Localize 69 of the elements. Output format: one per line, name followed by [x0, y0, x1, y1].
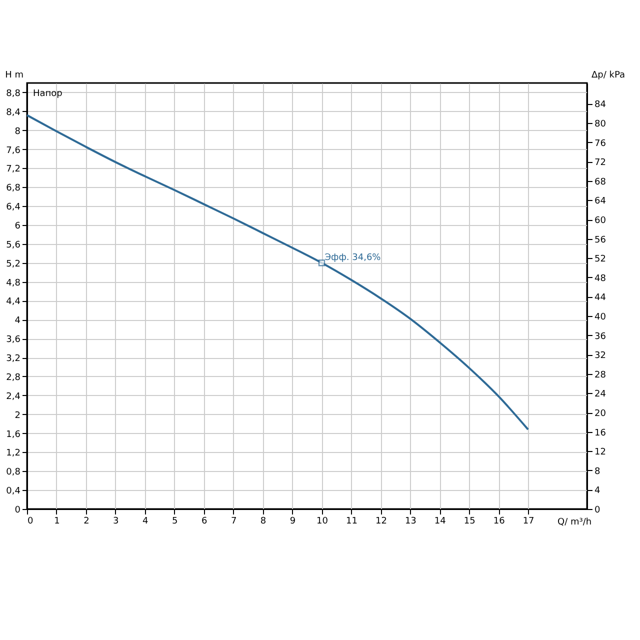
y2-tick-label: 56 — [594, 235, 606, 246]
x-tick-label: 7 — [230, 516, 237, 526]
y-tick-label: 7,6 — [6, 146, 21, 156]
y2-tick-label: 12 — [594, 448, 606, 458]
x-tick-label: 14 — [434, 516, 446, 526]
y2-tick-label: 48 — [594, 274, 606, 284]
y-tick-label: 8,4 — [6, 108, 21, 118]
x-tick-label: 13 — [404, 516, 416, 526]
x-tick-label: 10 — [316, 516, 328, 526]
line-series — [26, 114, 530, 430]
y-tick-label: 3,6 — [6, 335, 21, 346]
y2-axis-title: Δp/ kPa — [592, 70, 626, 80]
y2-tick-label: 80 — [594, 120, 606, 130]
y-tick-label: 7,2 — [6, 164, 20, 175]
y-tick-label: 8,8 — [6, 88, 21, 99]
y2-tick-label: 72 — [594, 158, 606, 168]
y-tick-label: 2 — [14, 410, 20, 421]
x-axis-title: Q/ m³/h — [558, 518, 592, 528]
y-tick-label: 1,2 — [6, 448, 20, 459]
y-tick-label: 0,8 — [6, 468, 21, 478]
y-tick-label: 2,4 — [6, 392, 21, 402]
y2-tick-label: 36 — [594, 332, 606, 342]
y2-tick-label: 8 — [594, 466, 600, 477]
y-tick-label: 2,8 — [6, 372, 21, 383]
y2-tick-label: 64 — [594, 196, 606, 207]
y-tick-label: 5,2 — [6, 259, 20, 270]
y-tick-label: 6 — [14, 222, 21, 232]
x-tick-label: 9 — [290, 516, 296, 526]
y2-tick-label: 4 — [594, 486, 600, 496]
y-tick-label: 4,8 — [6, 278, 21, 288]
x-tick-label: 0 — [28, 516, 34, 526]
annotation: Напор — [33, 89, 63, 99]
y-tick-label: 0 — [14, 506, 21, 516]
x-tick-label: 8 — [260, 516, 266, 526]
x-tick-label: 15 — [464, 516, 476, 526]
x-tick-label: 12 — [375, 516, 387, 526]
y2-tick-label: 84 — [594, 100, 606, 110]
y-tick-label: 8 — [14, 126, 21, 137]
x-tick-label: 11 — [346, 516, 358, 526]
y-tick-label: 5,6 — [6, 240, 21, 250]
x-tick-label: 16 — [493, 516, 506, 526]
x-tick-label: 4 — [142, 516, 149, 526]
y2-tick-label: 32 — [594, 351, 606, 362]
y2-tick-label: 28 — [594, 370, 606, 380]
y-tick-label: 4,4 — [6, 297, 21, 308]
y2-tick-label: 44 — [594, 293, 606, 304]
y2-tick-label: 24 — [594, 390, 606, 400]
y-tick-label: 3,2 — [6, 354, 20, 364]
x-tick-label: 3 — [113, 516, 119, 526]
y2-tick-label: 76 — [594, 138, 606, 149]
annotation: Эфф. 34,6% — [324, 252, 382, 263]
x-tick-label: 6 — [201, 516, 208, 526]
y-tick-label: 0,4 — [6, 486, 21, 497]
y-axis-title: H m — [5, 70, 24, 80]
y2-tick-label: 16 — [594, 428, 606, 438]
y2-tick-label: 68 — [594, 177, 606, 188]
x-tick-label: 1 — [54, 516, 60, 526]
x-tick-label: 2 — [84, 516, 90, 526]
y2-tick-label: 20 — [594, 409, 606, 420]
y2-tick-label: 0 — [594, 506, 600, 516]
y2-tick-label: 60 — [594, 216, 606, 226]
y-tick-label: 1,6 — [6, 430, 21, 440]
y-tick-label: 6,4 — [6, 202, 21, 213]
y2-tick-label: 40 — [594, 312, 606, 323]
x-tick-label: 17 — [522, 516, 534, 526]
y2-tick-label: 52 — [594, 254, 606, 265]
y-tick-label: 4 — [14, 316, 21, 326]
x-tick-label: 5 — [172, 516, 178, 526]
y-tick-label: 6,8 — [6, 184, 21, 194]
